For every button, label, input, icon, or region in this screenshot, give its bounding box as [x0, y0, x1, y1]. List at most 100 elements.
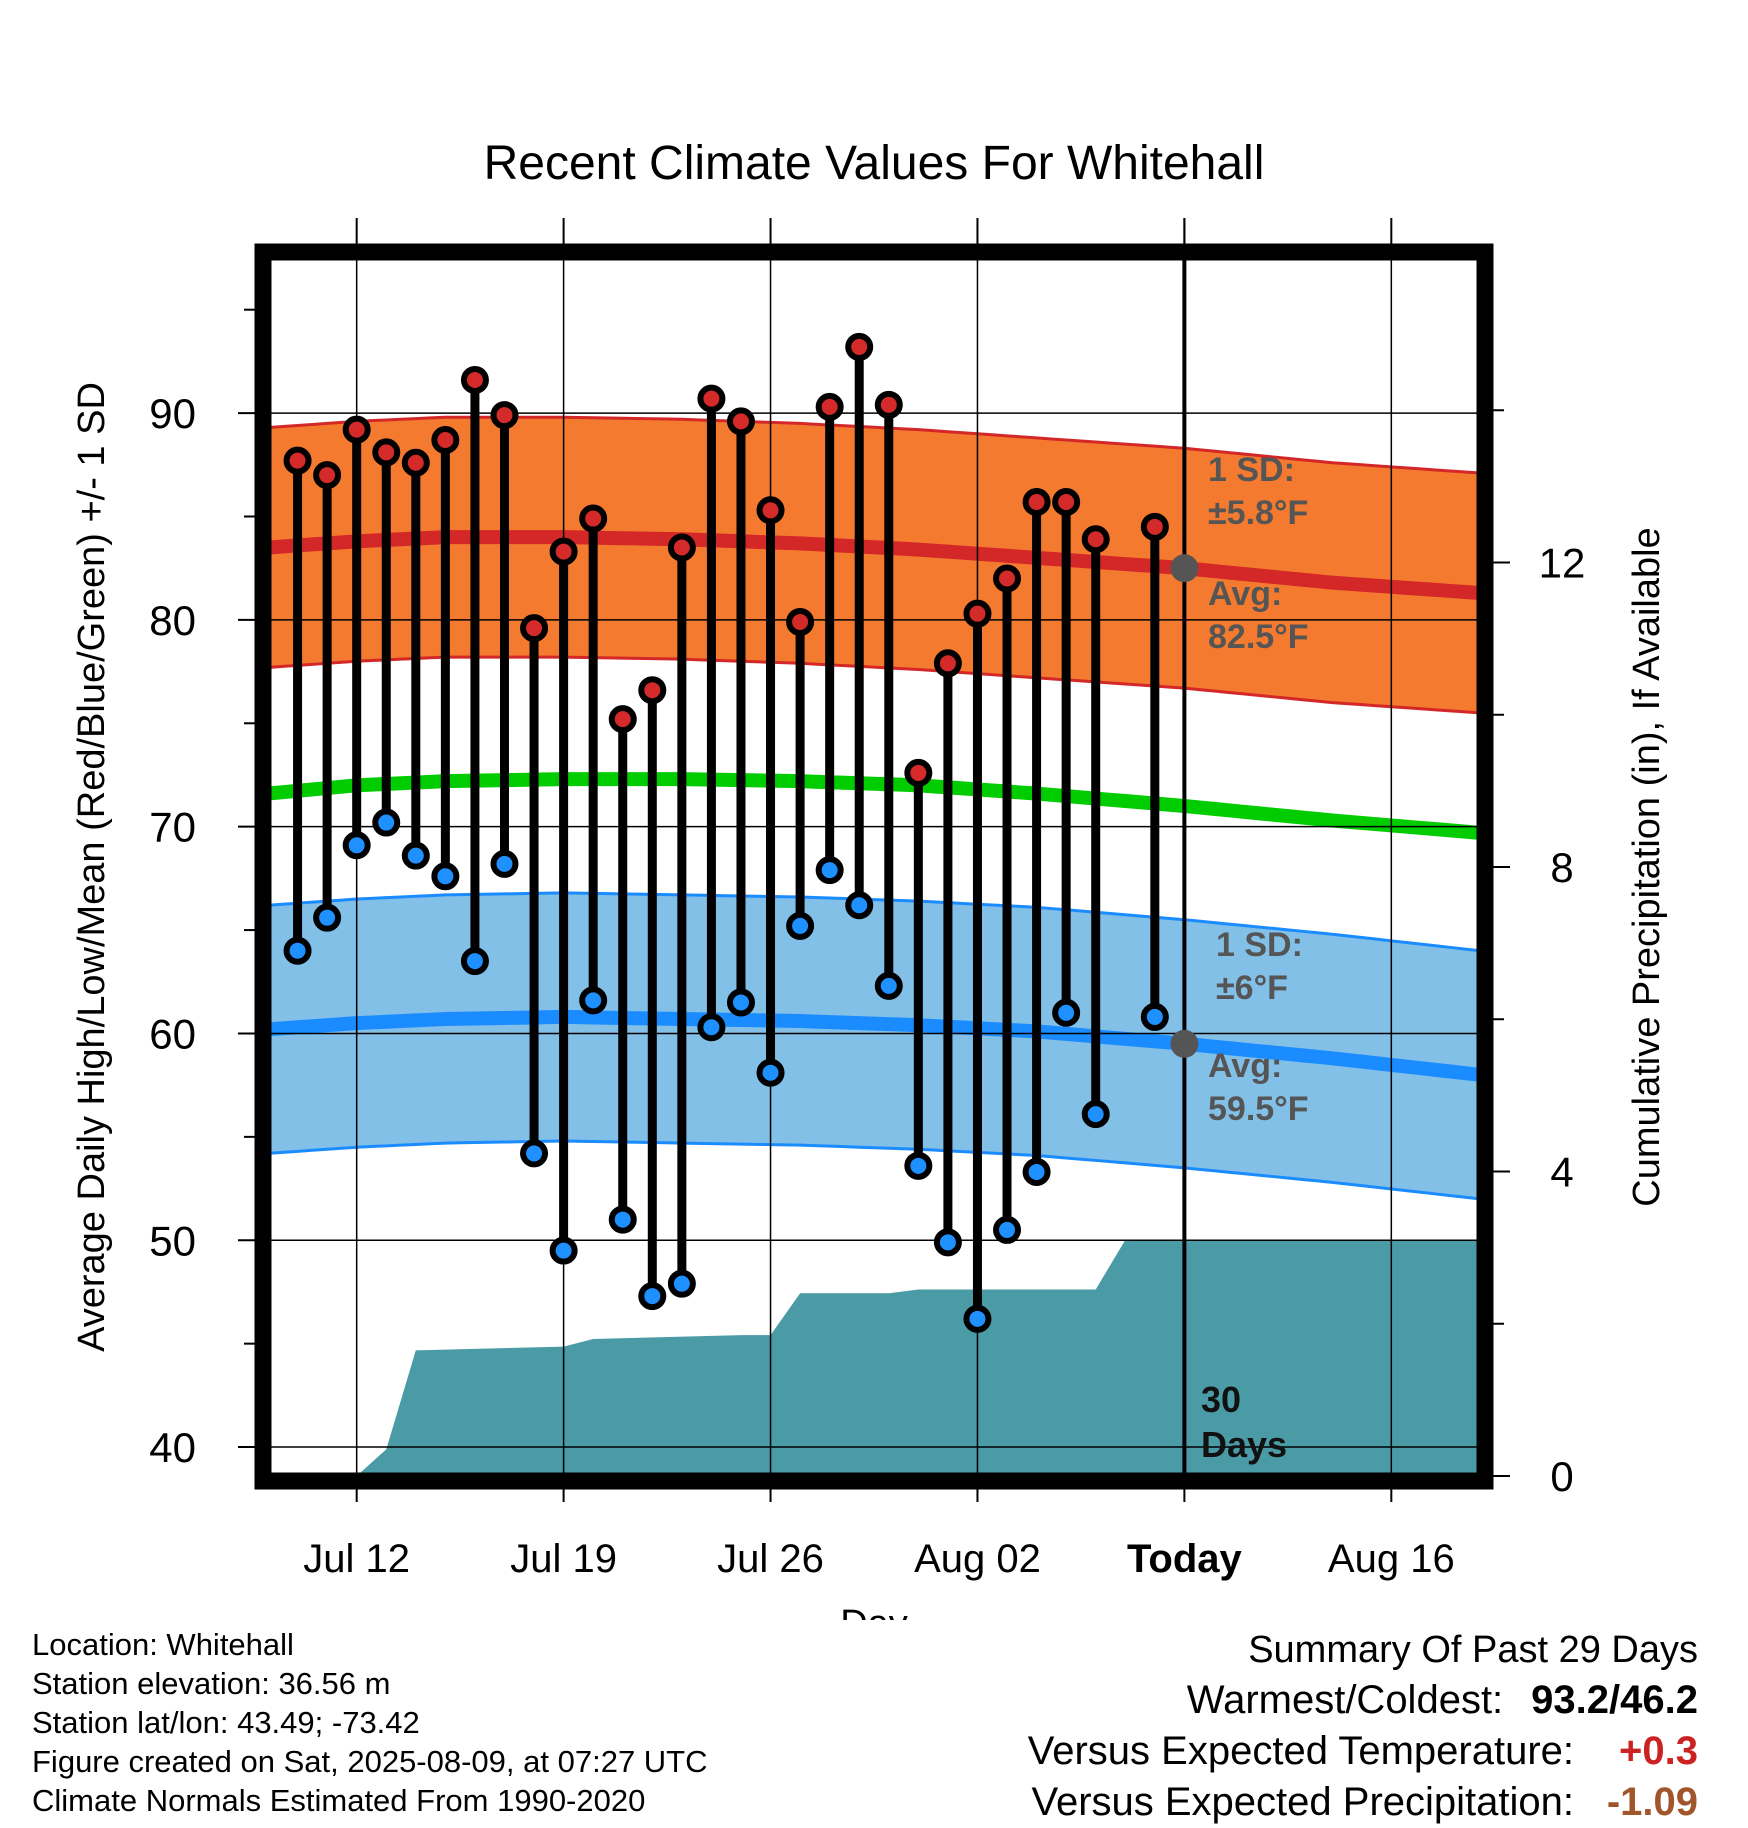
daily-high-point	[786, 607, 815, 636]
daily-low-point	[431, 862, 460, 891]
y-right-tick-label: 12	[1539, 540, 1586, 587]
daily-high-point	[933, 649, 962, 678]
high-sd-value: ±5.8°F	[1208, 494, 1308, 532]
x-tick-label: Jul 12	[303, 1537, 410, 1581]
low-avg-label: Avg:	[1208, 1047, 1282, 1085]
y-left-tick-label: 60	[149, 1010, 196, 1057]
high-avg-label: Avg:	[1208, 575, 1282, 613]
today-normal-high-marker	[1170, 554, 1199, 583]
daily-low-point	[874, 971, 903, 1000]
x-tick-label: Aug 16	[1328, 1537, 1455, 1581]
daily-high-point	[845, 332, 874, 361]
daily-low-point	[579, 986, 608, 1015]
x-tick-label: Jul 26	[717, 1537, 824, 1581]
daily-low-point	[460, 947, 489, 976]
daily-low-point	[1022, 1158, 1051, 1187]
daily-low-point	[401, 841, 430, 870]
temp-label: Versus Expected Temperature:	[1027, 1729, 1574, 1773]
daily-low-point	[845, 891, 874, 920]
daily-low-point	[963, 1304, 992, 1333]
temp-value: +0.3	[1619, 1729, 1698, 1773]
daily-high-point	[667, 533, 696, 562]
precip-value: -1.09	[1606, 1780, 1698, 1824]
y-left-tick-label: 50	[149, 1217, 196, 1264]
window-count: 30	[1201, 1379, 1241, 1420]
daily-low-point	[313, 903, 342, 932]
daily-low-point	[933, 1228, 962, 1257]
normal-low-line	[268, 1009, 1480, 1082]
daily-low-point	[697, 1013, 726, 1042]
x-tick-label: Jul 19	[510, 1537, 617, 1581]
low-avg-value: 59.5°F	[1208, 1090, 1309, 1128]
daily-high-point	[874, 390, 903, 419]
daily-high-point	[1081, 525, 1110, 554]
warmest-row: Warmest/Coldest: 93.2/46.2	[1028, 1675, 1698, 1726]
daily-high-point	[283, 446, 312, 475]
axes-layer: 40 50 60 70 80 90 0 4 8 12 Jul 12 Jul 19 Jul 26 Aug 0…	[149, 218, 1585, 1581]
daily-low-point	[993, 1215, 1022, 1244]
daily-high-point	[313, 461, 342, 490]
y-axis-label-left: Average Daily High/Low/Mean (Red/Blue/Gr…	[71, 382, 113, 1352]
daily-high-point	[460, 366, 489, 395]
daily-range-layer	[283, 258, 1199, 1476]
annotations: 1 SD: ±5.8°F Avg: 82.5°F 1 SD: ±6°F Avg:…	[1208, 451, 1309, 1128]
elevation-text: Station elevation: 36.56 m	[32, 1666, 391, 1701]
x-axis-label: Day	[840, 1603, 908, 1620]
station-info: Location: Whitehall Station elevation: 3…	[32, 1625, 708, 1820]
daily-high-point	[490, 401, 519, 430]
daily-low-point	[786, 911, 815, 940]
daily-high-point	[726, 407, 755, 436]
normal-low-band	[268, 892, 1480, 1199]
daily-low-point	[342, 831, 371, 860]
daily-low-point	[1052, 998, 1081, 1027]
warmest-label: Warmest/Coldest:	[1186, 1678, 1504, 1722]
daily-low-point	[638, 1282, 667, 1311]
high-sd-label: 1 SD:	[1208, 451, 1295, 489]
y-axis-label-right: Cumulative Precipitation (in), If Availa…	[1626, 527, 1668, 1206]
chart-title: Recent Climate Values For Whitehall	[484, 137, 1265, 190]
window-unit: Days	[1201, 1424, 1287, 1465]
high-avg-value: 82.5°F	[1208, 618, 1309, 656]
daily-low-point	[283, 936, 312, 965]
precip-label: Versus Expected Precipitation:	[1031, 1780, 1574, 1824]
normal-high-band-upper-edge	[268, 415, 1480, 475]
daily-low-point	[815, 856, 844, 885]
temp-row: Versus Expected Temperature: +0.3	[1028, 1726, 1698, 1777]
location-text: Location: Whitehall	[32, 1627, 294, 1662]
y-left-tick-label: 90	[149, 390, 196, 437]
precipitation-area	[268, 1240, 1480, 1476]
normal-high-band-lower-edge	[268, 655, 1480, 715]
daily-low-point	[904, 1151, 933, 1180]
y-left-tick-label: 40	[149, 1424, 196, 1471]
summary-panel: Summary Of Past 29 Days Warmest/Coldest:…	[1028, 1625, 1698, 1828]
created-text: Figure created on Sat, 2025-08-09, at 07…	[32, 1744, 708, 1779]
daily-low-point	[726, 988, 755, 1017]
y-left-tick-label: 80	[149, 597, 196, 644]
daily-high-point	[815, 392, 844, 421]
daily-low-point	[372, 808, 401, 837]
daily-high-point	[638, 676, 667, 705]
window-annotation: 30 Days	[1201, 1379, 1287, 1465]
normal-low-band-lower-edge	[268, 1139, 1480, 1201]
daily-high-point	[342, 415, 371, 444]
daily-high-point	[697, 384, 726, 413]
normal-high-band	[268, 417, 1480, 713]
y-right-tick-label: 4	[1550, 1149, 1573, 1196]
normal-mean-line	[268, 772, 1480, 840]
normal-bands-layer	[268, 415, 1480, 1201]
normal-low-band-upper-edge	[268, 891, 1480, 953]
plot-frame	[254, 243, 1494, 1490]
low-sd-label: 1 SD:	[1216, 926, 1303, 964]
warmest-value: 93.2/46.2	[1531, 1678, 1698, 1722]
daily-low-point	[490, 849, 519, 878]
daily-high-point	[904, 758, 933, 787]
summary-heading: Summary Of Past 29 Days	[1248, 1629, 1698, 1671]
daily-low-point	[667, 1269, 696, 1298]
daily-high-point	[608, 705, 637, 734]
latlon-text: Station lat/lon: 43.49; -73.42	[32, 1705, 420, 1740]
daily-low-point	[756, 1058, 785, 1087]
daily-low-point	[549, 1236, 578, 1265]
daily-high-point	[756, 496, 785, 525]
x-tick-label: Aug 02	[914, 1537, 1041, 1581]
normals-text: Climate Normals Estimated From 1990-2020	[32, 1783, 646, 1818]
